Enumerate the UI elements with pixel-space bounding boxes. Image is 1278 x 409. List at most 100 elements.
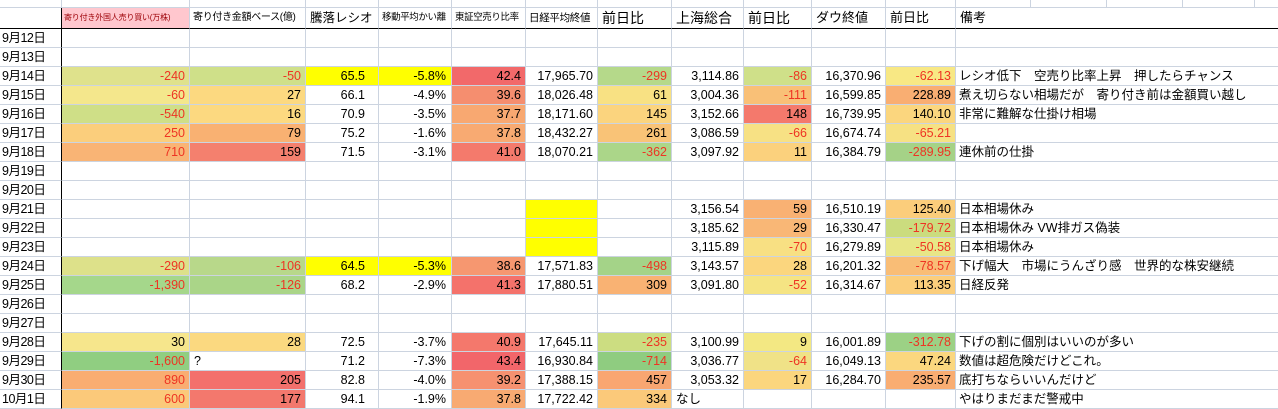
cell-shanghai-composite[interactable]: 3,097.92: [672, 143, 744, 162]
cell-dow-close[interactable]: [812, 181, 886, 200]
row-date[interactable]: 9月30日: [0, 371, 62, 390]
cell-dow-close[interactable]: [812, 48, 886, 67]
cell-shanghai-change[interactable]: 59: [744, 200, 812, 219]
cell-open-amount-base[interactable]: ?: [190, 352, 306, 371]
cell-shanghai-change[interactable]: 28: [744, 257, 812, 276]
cell-remarks[interactable]: 日本相場休み: [956, 200, 1278, 219]
cell-shanghai-composite[interactable]: 3,004.36: [672, 86, 744, 105]
cell-ma-deviation[interactable]: [379, 238, 452, 257]
cell-open-amount-base[interactable]: [190, 181, 306, 200]
cell-ma-deviation[interactable]: -3.1%: [379, 143, 452, 162]
cell-shanghai-change[interactable]: [744, 48, 812, 67]
cell-remarks[interactable]: [956, 314, 1278, 333]
cell-dow-close[interactable]: [812, 314, 886, 333]
cell-advance-decline-ratio[interactable]: 71.5: [306, 143, 379, 162]
cell-foreign-open-trades[interactable]: [62, 314, 190, 333]
cell-nikkei-close[interactable]: [526, 48, 598, 67]
cell-shanghai-change[interactable]: -111: [744, 86, 812, 105]
cell-tse-short-ratio[interactable]: 41.0: [452, 143, 526, 162]
row-date[interactable]: 9月24日: [0, 257, 62, 276]
cell-shanghai-change[interactable]: -66: [744, 124, 812, 143]
cell-tse-short-ratio[interactable]: [452, 181, 526, 200]
cell-ma-deviation[interactable]: -1.6%: [379, 124, 452, 143]
cell-shanghai-change[interactable]: -52: [744, 276, 812, 295]
cell-tse-short-ratio[interactable]: 37.7: [452, 105, 526, 124]
cell-tse-short-ratio[interactable]: 39.2: [452, 371, 526, 390]
cell-open-amount-base[interactable]: [190, 200, 306, 219]
cell-remarks[interactable]: やはりまだまだ警戒中: [956, 390, 1278, 409]
cell-advance-decline-ratio[interactable]: [306, 162, 379, 181]
cell-remarks[interactable]: 下げ幅大 市場にうんざり感 世界的な株安継続: [956, 257, 1278, 276]
cell-open-amount-base[interactable]: 159: [190, 143, 306, 162]
cell-foreign-open-trades[interactable]: -290: [62, 257, 190, 276]
row-date[interactable]: 9月21日: [0, 200, 62, 219]
cell-remarks[interactable]: レシオ低下 空売り比率上昇 押したらチャンス: [956, 67, 1278, 86]
cell-tse-short-ratio[interactable]: 39.6: [452, 86, 526, 105]
cell-remarks[interactable]: [956, 124, 1278, 143]
cell-foreign-open-trades[interactable]: -240: [62, 67, 190, 86]
cell-shanghai-composite[interactable]: 3,091.80: [672, 276, 744, 295]
cell-tse-short-ratio[interactable]: [452, 238, 526, 257]
cell-nikkei-close[interactable]: [526, 162, 598, 181]
cell-shanghai-change[interactable]: 29: [744, 219, 812, 238]
cell-nikkei-close[interactable]: [526, 219, 598, 238]
cell-advance-decline-ratio[interactable]: 72.5: [306, 333, 379, 352]
row-date[interactable]: 9月23日: [0, 238, 62, 257]
cell-shanghai-composite[interactable]: 3,115.89: [672, 238, 744, 257]
cell-foreign-open-trades[interactable]: 30: [62, 333, 190, 352]
cell-dow-close[interactable]: 16,384.79: [812, 143, 886, 162]
cell-open-amount-base[interactable]: [190, 29, 306, 48]
cell-dow-close[interactable]: 16,739.95: [812, 105, 886, 124]
cell-shanghai-composite[interactable]: 3,100.99: [672, 333, 744, 352]
cell-ma-deviation[interactable]: -5.3%: [379, 257, 452, 276]
cell-advance-decline-ratio[interactable]: 66.1: [306, 86, 379, 105]
cell-nikkei-close[interactable]: [526, 295, 598, 314]
row-date[interactable]: 9月12日: [0, 29, 62, 48]
cell-shanghai-composite[interactable]: [672, 295, 744, 314]
row-date[interactable]: 9月29日: [0, 352, 62, 371]
cell-tse-short-ratio[interactable]: 41.3: [452, 276, 526, 295]
cell-foreign-open-trades[interactable]: -1,600: [62, 352, 190, 371]
cell-nikkei-change[interactable]: [598, 162, 672, 181]
cell-foreign-open-trades[interactable]: 250: [62, 124, 190, 143]
cell-remarks[interactable]: [956, 162, 1278, 181]
cell-shanghai-composite[interactable]: 3,143.57: [672, 257, 744, 276]
cell-advance-decline-ratio[interactable]: [306, 219, 379, 238]
cell-remarks[interactable]: 非常に難解な仕掛け相場: [956, 105, 1278, 124]
cell-shanghai-change[interactable]: -64: [744, 352, 812, 371]
cell-dow-close[interactable]: [812, 29, 886, 48]
cell-shanghai-composite[interactable]: [672, 314, 744, 333]
cell-dow-close[interactable]: 16,001.89: [812, 333, 886, 352]
cell-open-amount-base[interactable]: -106: [190, 257, 306, 276]
column-header-open-amount-base[interactable]: 寄り付き金額ベース(億): [190, 8, 306, 29]
cell-shanghai-composite[interactable]: なし: [672, 390, 744, 409]
cell-shanghai-composite[interactable]: 3,152.66: [672, 105, 744, 124]
cell-dow-close[interactable]: 16,049.13: [812, 352, 886, 371]
cell-dow-change[interactable]: [886, 295, 956, 314]
cell-advance-decline-ratio[interactable]: 70.9: [306, 105, 379, 124]
cell-dow-close[interactable]: [812, 295, 886, 314]
cell-open-amount-base[interactable]: [190, 314, 306, 333]
cell-advance-decline-ratio[interactable]: [306, 238, 379, 257]
cell-shanghai-change[interactable]: [744, 390, 812, 409]
column-header-dow-change[interactable]: 前日比: [886, 8, 956, 29]
cell-dow-close[interactable]: 16,370.96: [812, 67, 886, 86]
cell-nikkei-change[interactable]: -299: [598, 67, 672, 86]
cell-open-amount-base[interactable]: 27: [190, 86, 306, 105]
cell-remarks[interactable]: [956, 181, 1278, 200]
cell-shanghai-change[interactable]: -86: [744, 67, 812, 86]
column-header-dow-close[interactable]: ダウ終値: [812, 8, 886, 29]
cell-tse-short-ratio[interactable]: [452, 219, 526, 238]
row-date[interactable]: 9月14日: [0, 67, 62, 86]
cell-nikkei-close[interactable]: 18,432.27: [526, 124, 598, 143]
cell-advance-decline-ratio[interactable]: 94.1: [306, 390, 379, 409]
cell-nikkei-change[interactable]: [598, 200, 672, 219]
cell-nikkei-close[interactable]: 18,070.21: [526, 143, 598, 162]
cell-nikkei-close[interactable]: 17,571.83: [526, 257, 598, 276]
cell-foreign-open-trades[interactable]: [62, 295, 190, 314]
cell-advance-decline-ratio[interactable]: 82.8: [306, 371, 379, 390]
cell-dow-close[interactable]: [812, 162, 886, 181]
cell-dow-close[interactable]: 16,279.89: [812, 238, 886, 257]
cell-remarks[interactable]: 連休前の仕掛: [956, 143, 1278, 162]
cell-shanghai-composite[interactable]: 3,156.54: [672, 200, 744, 219]
